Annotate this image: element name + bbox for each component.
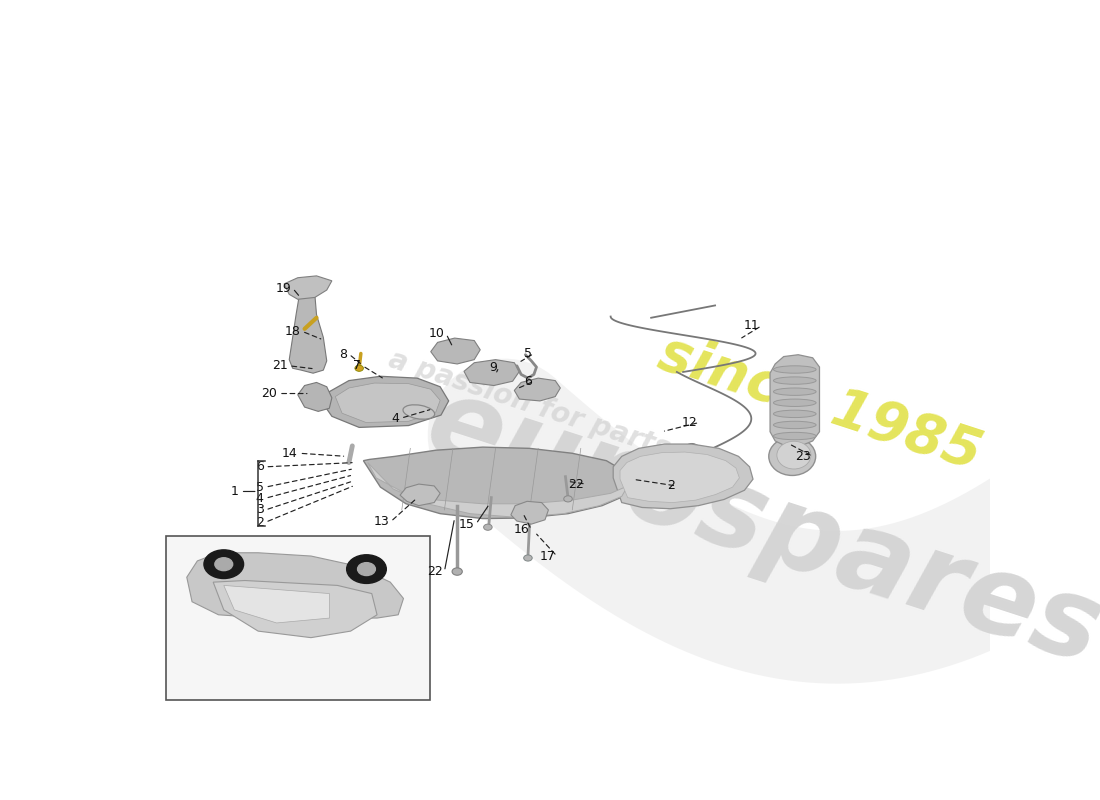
Polygon shape <box>187 553 404 618</box>
Ellipse shape <box>773 422 816 429</box>
Text: 10: 10 <box>429 327 444 340</box>
Polygon shape <box>620 452 739 502</box>
Ellipse shape <box>773 366 816 373</box>
Text: 13: 13 <box>373 515 389 528</box>
Text: 4: 4 <box>392 412 399 425</box>
Ellipse shape <box>773 377 816 384</box>
Text: 11: 11 <box>744 319 760 332</box>
Ellipse shape <box>773 388 816 395</box>
Text: 8: 8 <box>339 348 348 361</box>
Text: 19: 19 <box>275 282 290 294</box>
Circle shape <box>452 568 462 575</box>
Text: 16: 16 <box>514 523 530 536</box>
Polygon shape <box>336 383 440 422</box>
Text: 4: 4 <box>256 492 264 505</box>
Text: 17: 17 <box>539 550 556 562</box>
Text: 22: 22 <box>569 478 584 490</box>
Text: 3: 3 <box>256 503 264 517</box>
Polygon shape <box>367 462 628 518</box>
Polygon shape <box>400 484 440 506</box>
Polygon shape <box>213 581 377 638</box>
Text: 6: 6 <box>525 374 532 388</box>
Ellipse shape <box>773 410 816 418</box>
Text: 18: 18 <box>285 325 300 338</box>
Text: 20: 20 <box>262 387 277 400</box>
Text: 2: 2 <box>667 479 674 493</box>
Circle shape <box>484 524 492 530</box>
Ellipse shape <box>773 399 816 406</box>
Polygon shape <box>770 354 820 446</box>
Ellipse shape <box>403 405 434 419</box>
Circle shape <box>214 558 233 570</box>
Ellipse shape <box>777 442 811 469</box>
Text: 9: 9 <box>490 361 497 374</box>
Text: 22: 22 <box>427 565 442 578</box>
Text: 5: 5 <box>525 347 532 360</box>
Text: 7: 7 <box>353 359 361 372</box>
Polygon shape <box>289 287 327 373</box>
Polygon shape <box>515 378 560 401</box>
Polygon shape <box>284 276 332 299</box>
Polygon shape <box>431 338 481 364</box>
Text: a passion for parts: a passion for parts <box>385 345 674 463</box>
Text: 21: 21 <box>272 359 287 372</box>
Text: eurospares: eurospares <box>414 368 1100 686</box>
Polygon shape <box>363 447 631 518</box>
Ellipse shape <box>769 438 816 475</box>
Polygon shape <box>223 586 330 623</box>
Text: 1: 1 <box>231 485 239 498</box>
Polygon shape <box>323 376 449 427</box>
Circle shape <box>355 365 363 371</box>
Polygon shape <box>613 444 754 509</box>
Text: 23: 23 <box>795 450 811 463</box>
Circle shape <box>346 554 386 583</box>
Circle shape <box>358 562 375 575</box>
Text: 6: 6 <box>256 460 264 474</box>
Circle shape <box>563 496 572 502</box>
Text: 5: 5 <box>255 481 264 494</box>
Bar <box>166 537 430 700</box>
Text: 12: 12 <box>682 416 697 429</box>
Text: 2: 2 <box>256 516 264 529</box>
Circle shape <box>524 555 532 561</box>
Text: 14: 14 <box>282 446 298 460</box>
Text: 15: 15 <box>459 518 474 530</box>
Polygon shape <box>510 502 549 524</box>
Polygon shape <box>464 360 519 386</box>
Circle shape <box>204 550 243 578</box>
Ellipse shape <box>773 432 816 440</box>
Polygon shape <box>298 382 332 411</box>
Text: since 1985: since 1985 <box>651 326 988 482</box>
